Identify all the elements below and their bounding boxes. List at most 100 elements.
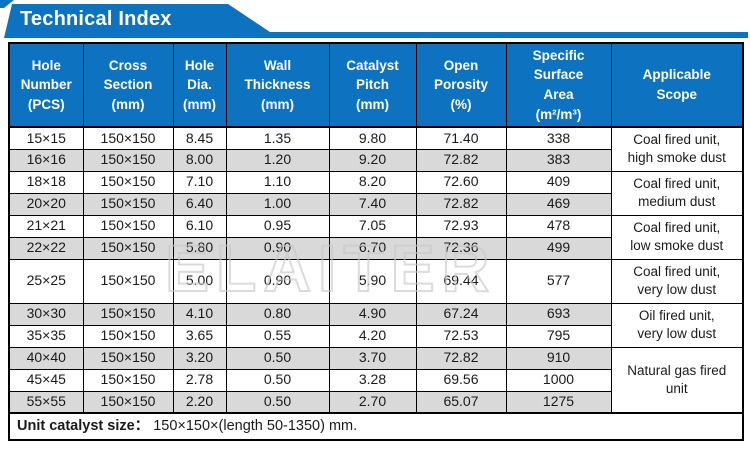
table-row: 30×30 150×150 4.10 0.80 4.90 67.24 693 O… <box>8 302 744 348</box>
cell-porosity: 72.82 <box>415 346 507 370</box>
cell-hole: 15×15 <box>8 126 84 150</box>
cell-area: 478 <box>505 214 612 238</box>
cell-cross: 150×150 <box>82 324 174 348</box>
cell-porosity: 72.82 <box>415 192 507 216</box>
table-row: 25×25 150×150 5.00 0.90 5.90 69.44 577 C… <box>8 258 744 304</box>
technical-index-table: Hole Number (PCS) Cross Section (mm) Hol… <box>8 42 744 441</box>
cell-cross: 150×150 <box>82 346 174 370</box>
cell-porosity: 67.24 <box>415 302 507 326</box>
table-row: 22×22 150×150 5.80 0.90 6.70 72.36 499 <box>8 236 743 260</box>
cell-cross: 150×150 <box>82 368 174 392</box>
cell-hole: 30×30 <box>8 302 84 326</box>
cell-wall: 1.35 <box>225 126 330 150</box>
cell-pitch: 7.05 <box>328 214 417 238</box>
cell-cross: 150×150 <box>82 170 174 194</box>
cell-area: 499 <box>505 236 612 260</box>
col-header-catalyst-pitch: Catalyst Pitch (mm) <box>328 42 417 128</box>
cell-applicable-scope: Coal fired unit, high smoke dust <box>610 126 744 172</box>
cell-porosity: 69.56 <box>415 368 507 392</box>
table-row: 40×40 150×150 3.20 0.50 3.70 72.82 910 N… <box>8 346 744 414</box>
cell-porosity: 72.36 <box>415 236 507 260</box>
col-header-applicable-scope: Applicable Scope <box>610 42 744 128</box>
cell-porosity: 72.82 <box>415 148 507 172</box>
cell-applicable-scope: Oil fired unit, very low dust <box>610 302 744 348</box>
cell-pitch: 3.28 <box>328 368 417 392</box>
col-header-hole-dia: Hole Dia. (mm) <box>172 42 227 128</box>
cell-area: 910 <box>505 346 612 370</box>
banner-shape <box>0 0 748 38</box>
table-row: 15×15 150×150 8.45 1.35 9.80 71.40 338 C… <box>8 126 744 172</box>
cell-cross: 150×150 <box>82 126 174 150</box>
cell-pitch: 9.80 <box>328 126 417 150</box>
table-row: 16×16 150×150 8.00 1.20 9.20 72.82 383 <box>8 148 743 172</box>
table-row: 18×18 150×150 7.10 1.10 8.20 72.60 409 C… <box>8 170 744 216</box>
cell-hole: 18×18 <box>8 170 84 194</box>
cell-pitch: 4.20 <box>328 324 417 348</box>
cell-wall: 0.80 <box>225 302 330 326</box>
cell-hole: 21×21 <box>8 214 84 238</box>
cell-wall: 0.90 <box>225 236 330 260</box>
table-row: 21×21 150×150 6.10 0.95 7.05 72.93 478 C… <box>8 214 744 260</box>
cell-dia: 8.00 <box>172 148 227 172</box>
cell-pitch: 7.40 <box>328 192 417 216</box>
cell-hole: 45×45 <box>8 368 84 392</box>
cell-area: 1275 <box>505 390 612 414</box>
cell-porosity: 72.93 <box>415 214 507 238</box>
cell-porosity: 69.44 <box>415 258 507 304</box>
cell-area: 693 <box>505 302 612 326</box>
cell-dia: 6.40 <box>172 192 227 216</box>
cell-area: 469 <box>505 192 612 216</box>
cell-cross: 150×150 <box>82 390 174 414</box>
cell-wall: 0.50 <box>225 390 330 414</box>
cell-area: 795 <box>505 324 612 348</box>
cell-cross: 150×150 <box>82 148 174 172</box>
cell-wall: 0.90 <box>225 258 330 304</box>
cell-wall: 1.00 <box>225 192 330 216</box>
col-header-cross-section: Cross Section (mm) <box>82 42 174 128</box>
cell-hole: 22×22 <box>8 236 84 260</box>
cell-wall: 0.50 <box>225 346 330 370</box>
title-banner: Technical Index <box>0 0 750 42</box>
cell-cross: 150×150 <box>82 192 174 216</box>
col-header-specific-surface-area: Specific Surface Area (m²/m³) <box>505 42 612 128</box>
cell-pitch: 9.20 <box>328 148 417 172</box>
cell-hole: 55×55 <box>8 390 84 414</box>
col-header-wall-thickness: Wall Thickness (mm) <box>225 42 330 128</box>
cell-area: 338 <box>505 126 612 150</box>
unit-catalyst-size-label: Unit catalyst size： <box>17 417 150 434</box>
footer-row: Unit catalyst size： 150×150×(length 50-1… <box>8 412 744 441</box>
cell-pitch: 6.70 <box>328 236 417 260</box>
cell-pitch: 5.90 <box>328 258 417 304</box>
cell-dia: 3.20 <box>172 346 227 370</box>
cell-dia: 3.65 <box>172 324 227 348</box>
cell-porosity: 65.07 <box>415 390 507 414</box>
cell-cross: 150×150 <box>82 214 174 238</box>
page-title: Technical Index <box>20 8 172 30</box>
cell-cross: 150×150 <box>82 236 174 260</box>
cell-cross: 150×150 <box>82 258 174 304</box>
cell-dia: 5.80 <box>172 236 227 260</box>
cell-applicable-scope: Coal fired unit, very low dust <box>610 258 744 304</box>
cell-pitch: 2.70 <box>328 390 417 414</box>
cell-wall: 0.50 <box>225 368 330 392</box>
cell-area: 1000 <box>505 368 612 392</box>
cell-dia: 6.10 <box>172 214 227 238</box>
unit-catalyst-size-value: 150×150×(length 50-1350) mm. <box>153 417 358 434</box>
table-row: 55×55 150×150 2.20 0.50 2.70 65.07 1275 <box>8 390 743 414</box>
cell-area: 409 <box>505 170 612 194</box>
cell-applicable-scope: Natural gas fired unit <box>610 346 744 414</box>
cell-wall: 1.20 <box>225 148 330 172</box>
cell-hole: 16×16 <box>8 148 84 172</box>
cell-hole: 25×25 <box>8 258 84 304</box>
cell-hole: 20×20 <box>8 192 84 216</box>
cell-pitch: 3.70 <box>328 346 417 370</box>
cell-cross: 150×150 <box>82 302 174 326</box>
cell-porosity: 72.60 <box>415 170 507 194</box>
cell-wall: 0.95 <box>225 214 330 238</box>
table-row: 35×35 150×150 3.65 0.55 4.20 72.53 795 <box>8 324 743 348</box>
unit-catalyst-size-note: Unit catalyst size： 150×150×(length 50-1… <box>8 412 744 441</box>
cell-dia: 7.10 <box>172 170 227 194</box>
cell-dia: 5.00 <box>172 258 227 304</box>
cell-applicable-scope: Coal fired unit, medium dust <box>610 170 744 216</box>
col-header-hole-number: Hole Number (PCS) <box>8 42 84 128</box>
